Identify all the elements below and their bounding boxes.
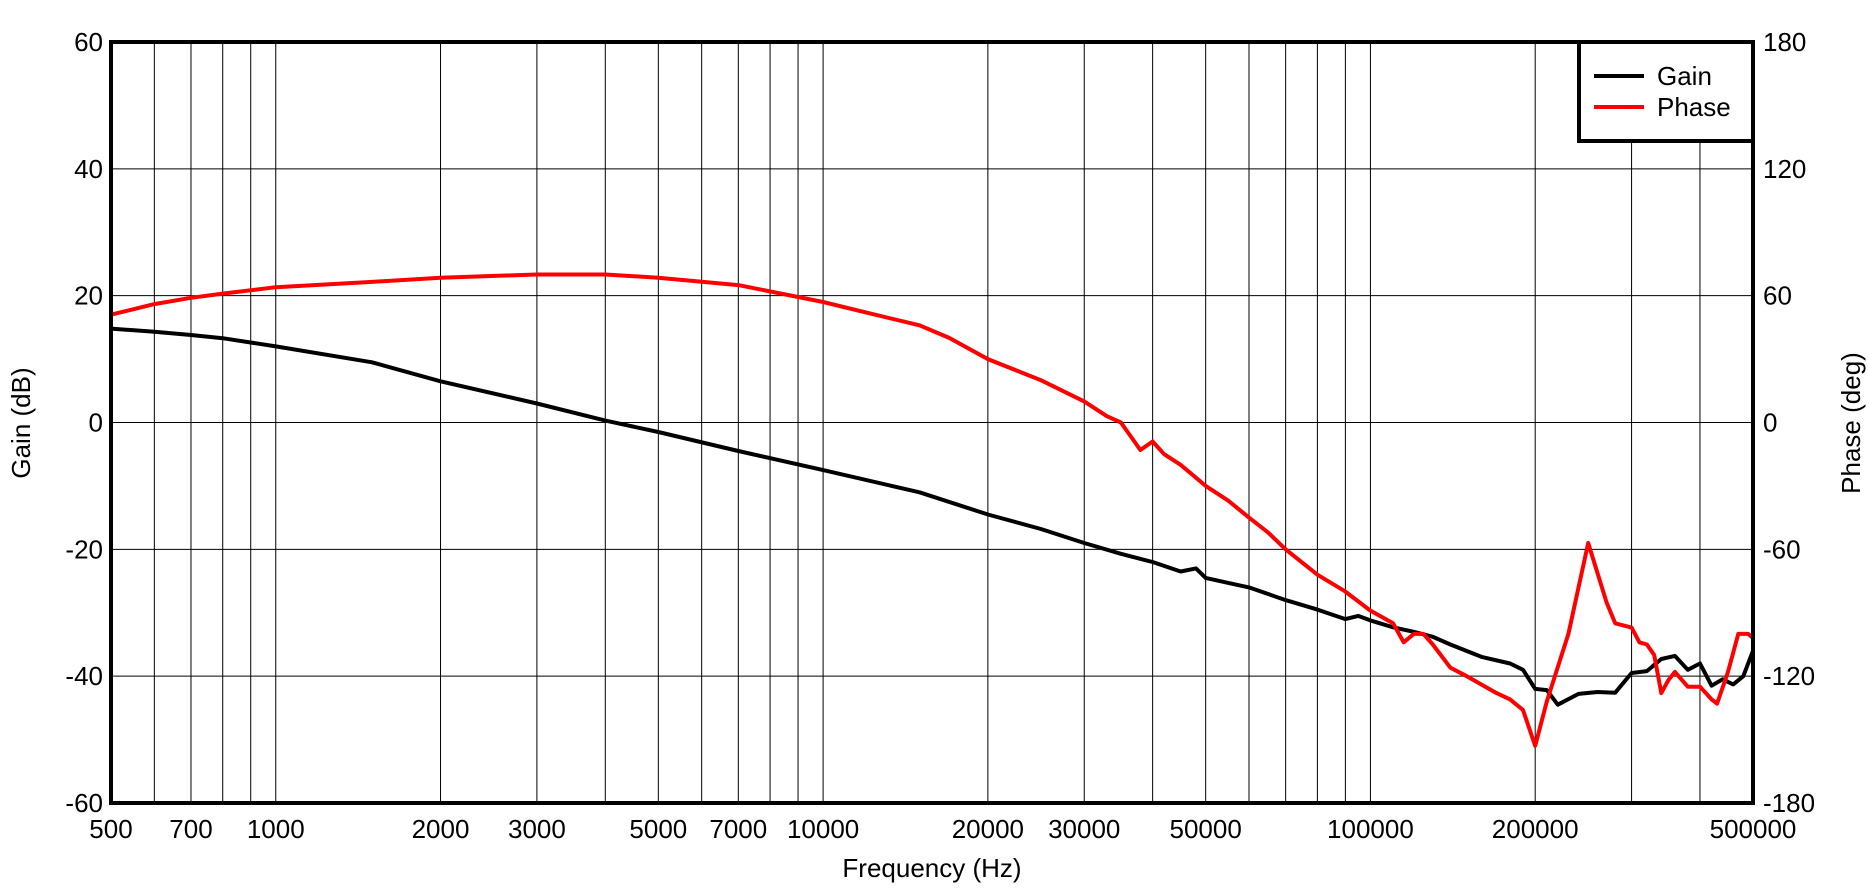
x-tick-label: 5000 xyxy=(629,814,687,844)
x-tick-labels: 500 700 1000 2000 3000 5000 7000 10000 20000 3000… xyxy=(89,814,1796,844)
series-line-gain xyxy=(110,326,1755,707)
y-tick-label: -40 xyxy=(65,661,103,691)
x-tick-label: 20000 xyxy=(952,814,1024,844)
x-tick-label: 50000 xyxy=(1170,814,1242,844)
grid xyxy=(111,42,1753,803)
y2-tick-label: 60 xyxy=(1763,281,1792,311)
legend-label-phase: Phase xyxy=(1657,92,1731,122)
x-tick-label: 100000 xyxy=(1327,814,1414,844)
x-tick-label: 500 xyxy=(89,814,132,844)
y2-tick-label: 180 xyxy=(1763,27,1806,57)
y-tick-labels: -60 -40 -20 0 20 40 60 xyxy=(65,27,103,818)
y-tick-label: -60 xyxy=(65,788,103,818)
x-tick-label: 200000 xyxy=(1492,814,1579,844)
y-tick-label: 20 xyxy=(74,281,103,311)
legend-label-gain: Gain xyxy=(1657,61,1712,91)
legend: Gain Phase xyxy=(1577,40,1755,143)
y-tick-label: 0 xyxy=(89,408,103,438)
y-tick-label: 40 xyxy=(74,154,103,184)
y2-tick-label: -180 xyxy=(1763,788,1815,818)
y2-axis-label: Phase (deg) xyxy=(1836,352,1866,494)
y-tick-label: 60 xyxy=(74,27,103,57)
series-lines xyxy=(110,272,1755,748)
y2-tick-labels: -180 -120 -60 0 60 120 180 xyxy=(1763,27,1815,818)
x-tick-label: 30000 xyxy=(1048,814,1120,844)
x-tick-label: 7000 xyxy=(709,814,767,844)
legend-box xyxy=(1577,40,1755,143)
x-tick-label: 3000 xyxy=(508,814,566,844)
y2-tick-label: 120 xyxy=(1763,154,1806,184)
x-tick-label: 700 xyxy=(169,814,212,844)
series-line-phase xyxy=(110,272,1755,748)
x-tick-label: 2000 xyxy=(412,814,470,844)
x-tick-label: 10000 xyxy=(787,814,859,844)
x-tick-label: 500000 xyxy=(1710,814,1797,844)
y2-tick-label: -120 xyxy=(1763,661,1815,691)
y-tick-label: -20 xyxy=(65,534,103,564)
y2-tick-label: -60 xyxy=(1763,534,1801,564)
y-axis-label: Gain (dB) xyxy=(6,367,36,478)
y2-tick-label: 0 xyxy=(1763,408,1777,438)
x-axis-label: Frequency (Hz) xyxy=(842,853,1021,883)
plot-frame xyxy=(109,40,1755,805)
x-tick-label: 1000 xyxy=(247,814,305,844)
